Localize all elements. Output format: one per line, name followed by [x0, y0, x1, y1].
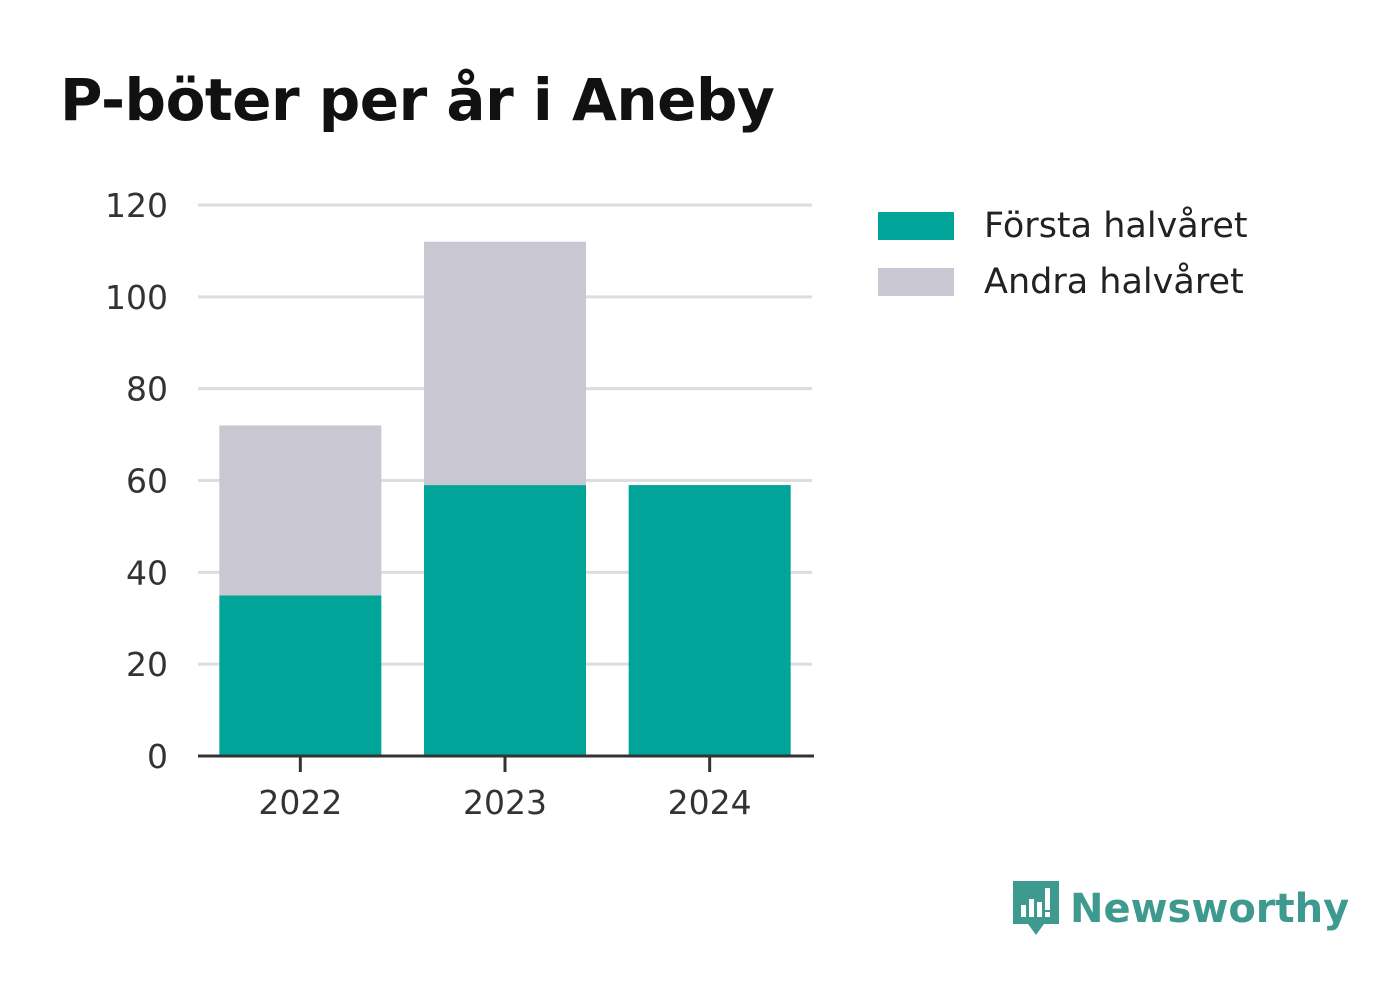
y-tick-label: 60 [126, 462, 168, 501]
brand: Newsworthy [1010, 878, 1349, 940]
bar-first-half [424, 485, 586, 756]
legend-item-first-half: Första halvåret [878, 198, 1248, 254]
y-tick-label: 80 [126, 370, 168, 409]
x-tick-label: 2022 [258, 783, 342, 822]
legend-swatch-first-half [878, 212, 954, 240]
y-tick-label: 0 [147, 737, 168, 776]
legend-label-second-half: Andra halvåret [984, 262, 1244, 302]
y-tick-label: 20 [126, 645, 168, 684]
bar-first-half [219, 595, 382, 756]
chart-title: P-böter per år i Aneby [60, 66, 775, 134]
y-tick-label: 40 [126, 553, 168, 592]
legend-label-first-half: Första halvåret [984, 206, 1248, 246]
bar-second-half [424, 241, 586, 486]
newsworthy-logo-icon [1013, 881, 1059, 935]
legend: Första halvåret Andra halvåret [878, 198, 1248, 310]
y-tick-label: 120 [105, 186, 168, 225]
x-tick-label: 2024 [668, 783, 752, 822]
brand-name: Newsworthy [1070, 886, 1350, 932]
x-tick-label: 2023 [463, 783, 547, 822]
bar-first-half [628, 485, 791, 756]
legend-swatch-second-half [878, 268, 954, 296]
legend-item-second-half: Andra halvåret [878, 254, 1248, 310]
bar-second-half [219, 425, 382, 596]
y-tick-label: 100 [105, 278, 168, 317]
